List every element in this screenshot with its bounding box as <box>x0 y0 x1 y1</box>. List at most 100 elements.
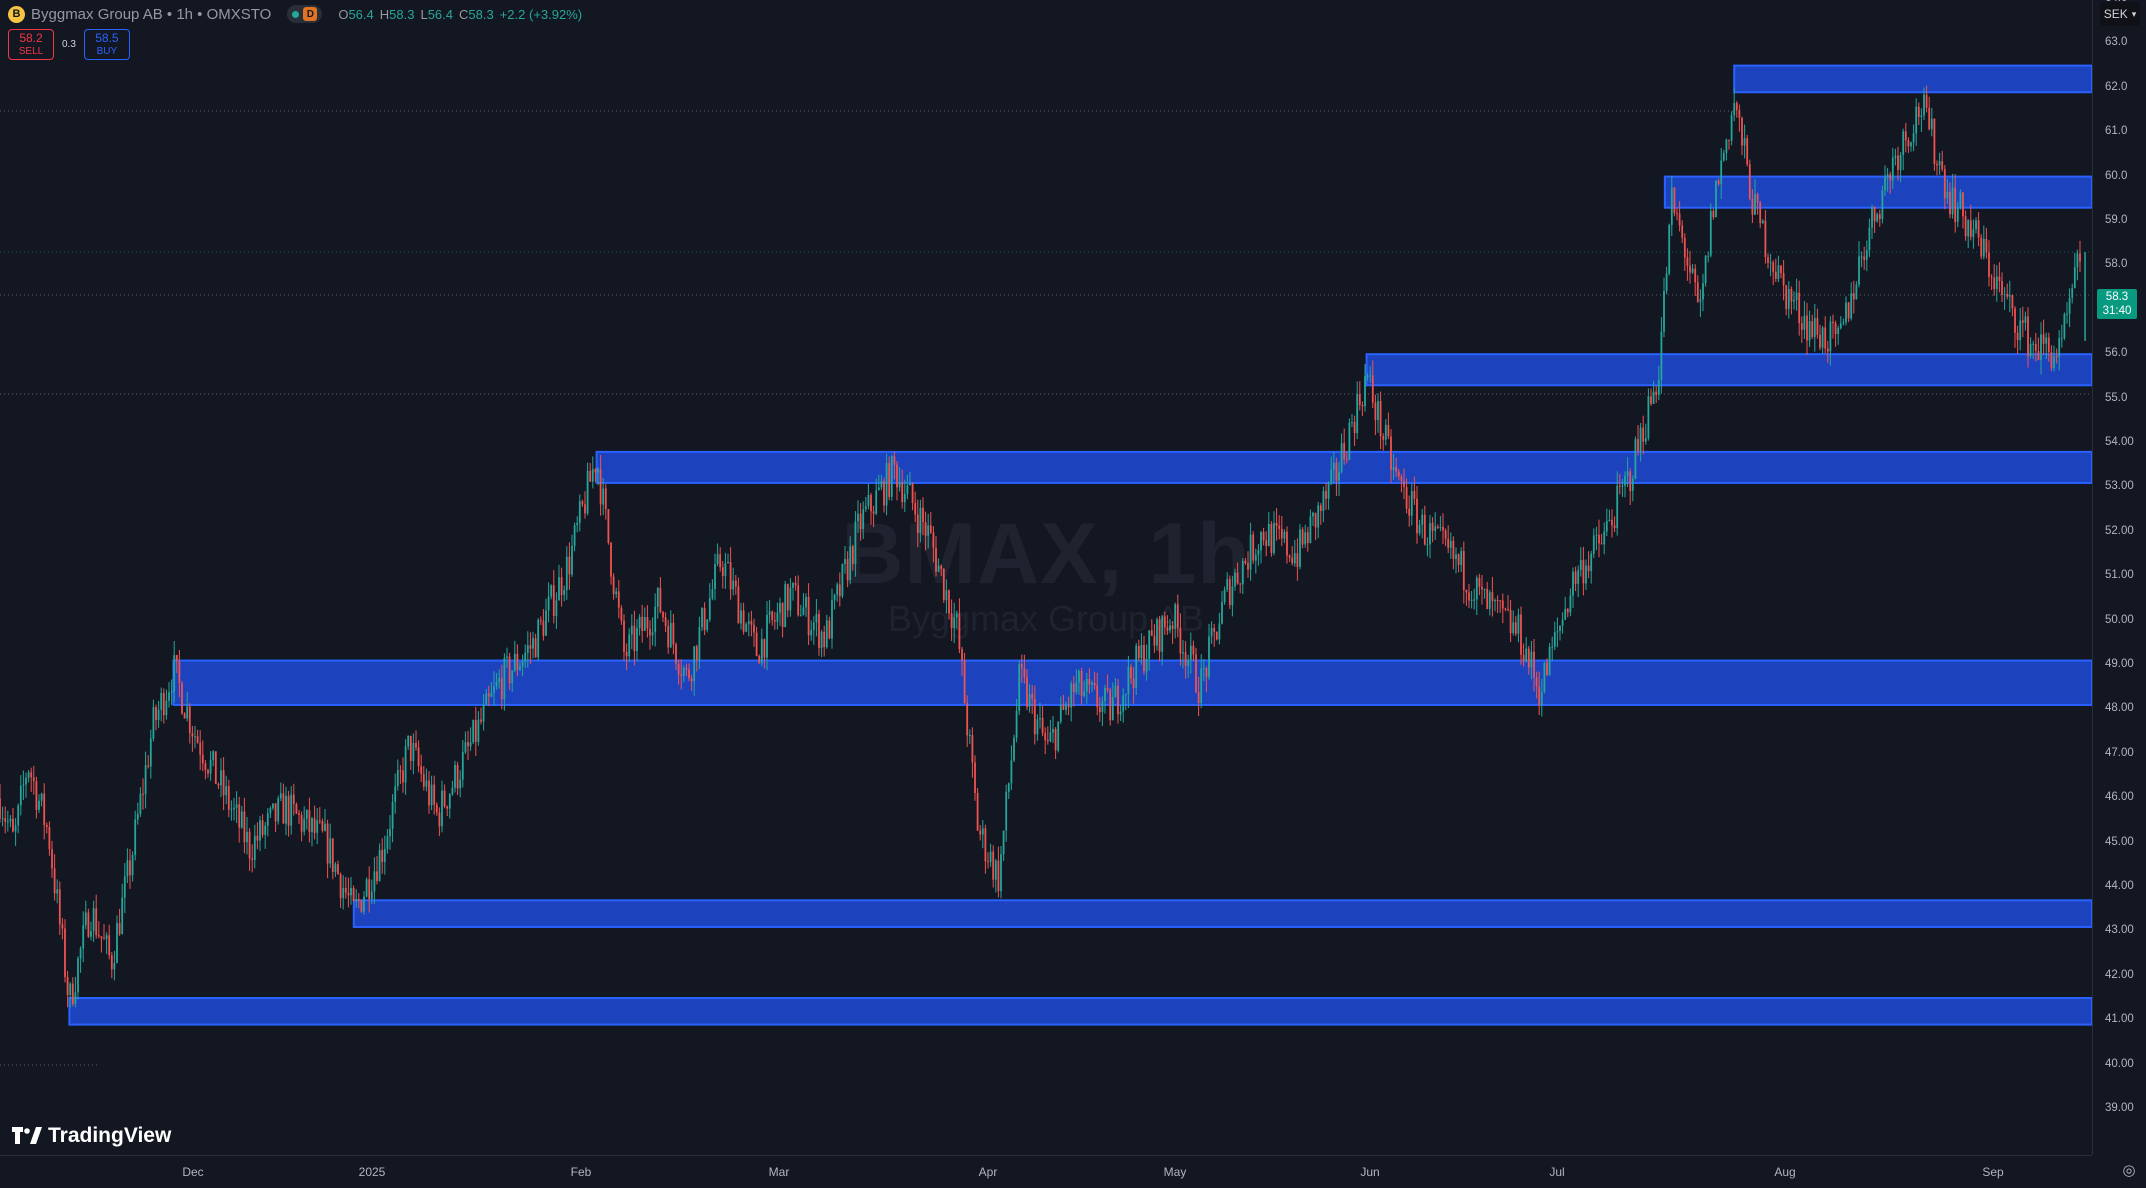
candle-body <box>828 620 831 639</box>
candle-body <box>1195 654 1197 693</box>
high-value: 58.3 <box>389 6 415 22</box>
candle-body <box>35 781 38 810</box>
candle-body <box>727 562 729 564</box>
candle-body <box>1052 729 1054 733</box>
candle-body <box>1733 102 1736 116</box>
candle-body <box>755 632 758 656</box>
candle-body <box>1080 671 1083 696</box>
candle-body <box>357 899 360 901</box>
candle-body <box>264 825 267 835</box>
candle-body <box>940 565 943 569</box>
candle-body <box>1717 180 1720 184</box>
symbol-title[interactable]: Byggmax Group AB • 1h • OMXSTO <box>31 5 272 23</box>
candle-body <box>1400 476 1403 481</box>
candlestick-chart[interactable] <box>0 0 2092 1155</box>
candle-body <box>1257 550 1260 555</box>
candle-body <box>997 860 1000 892</box>
candle-body <box>1517 614 1520 634</box>
candle-body <box>2058 338 2061 357</box>
candle-body <box>383 848 386 862</box>
candle-body <box>690 678 693 682</box>
candle-body <box>581 501 584 505</box>
candle-body <box>711 589 714 599</box>
candle-body <box>1800 323 1803 330</box>
candle-body <box>1681 225 1684 238</box>
price-tick: 55.0 <box>2105 391 2128 404</box>
candle-body <box>1964 216 1967 237</box>
candle-body <box>1910 142 1912 147</box>
candle-body <box>1715 180 1717 218</box>
candle-body <box>1504 608 1507 610</box>
candle-body <box>812 622 815 630</box>
candle-body <box>1793 300 1795 302</box>
candle-body <box>893 456 896 465</box>
candle-body <box>1548 646 1551 676</box>
candle-body <box>272 803 274 809</box>
candle-body <box>82 925 85 949</box>
candle-body <box>1036 719 1039 735</box>
candle-body <box>1881 190 1884 219</box>
candle-body <box>175 655 178 662</box>
candle-body <box>1208 636 1210 677</box>
buy-button[interactable]: 58.5 BUY <box>83 29 130 60</box>
candle-body <box>1335 462 1338 481</box>
candle-body <box>251 858 254 861</box>
price-axis[interactable]: 39.00 40.00 41.00 42.00 43.00 44.00 45.00 46.00… <box>2092 0 2146 1155</box>
zone-6 <box>68 997 2092 1026</box>
candle-body <box>287 795 290 826</box>
candle-body <box>259 820 261 841</box>
candle-body <box>1005 791 1008 831</box>
candle-body <box>516 653 519 670</box>
symbol-legend[interactable]: B Byggmax Group AB • 1h • OMXSTO D O56.4… <box>8 4 582 24</box>
candle-body <box>701 608 703 628</box>
candle-body <box>1598 534 1600 544</box>
candle-body <box>919 507 922 534</box>
sell-button[interactable]: 58.2 SELL <box>8 29 54 60</box>
candle-body <box>1085 678 1088 692</box>
candle-body <box>1039 717 1041 720</box>
candle-body <box>597 469 599 473</box>
candle-body <box>160 693 163 710</box>
candle-body <box>391 801 394 829</box>
currency-selector[interactable]: SEK ▾ <box>2100 2 2140 26</box>
candle-body <box>420 766 423 774</box>
candle-body <box>2008 295 2011 297</box>
candle-body <box>1332 462 1335 470</box>
candle-body <box>2006 294 2009 297</box>
candle-body <box>903 493 906 503</box>
candle-body <box>963 660 966 704</box>
candle-body <box>841 564 844 597</box>
candle-body <box>1889 174 1892 181</box>
candle-body <box>1694 268 1697 283</box>
candle-body <box>1899 154 1902 170</box>
candle-body <box>129 860 131 876</box>
candle-body <box>1785 285 1788 309</box>
candle-body <box>1020 664 1023 669</box>
candle-body <box>857 513 859 522</box>
candle-body <box>454 764 456 788</box>
axis-settings-icon[interactable]: ◎ <box>2122 1162 2136 1179</box>
market-status-pill[interactable]: D <box>287 5 323 23</box>
candle-body <box>469 742 472 747</box>
candle-body <box>1221 602 1223 624</box>
candle-body <box>1686 257 1689 266</box>
candle-body <box>1676 213 1678 215</box>
candle-body <box>1127 666 1130 694</box>
candle-body <box>1254 554 1257 561</box>
candle-body <box>1595 534 1598 536</box>
candle-body <box>295 804 298 814</box>
candle-body <box>1270 523 1273 554</box>
candle-body <box>1059 704 1062 722</box>
candle-body <box>27 772 30 778</box>
tradingview-logo[interactable]: TradingView <box>12 1124 171 1148</box>
candle-body <box>1364 376 1366 407</box>
candle-body <box>225 786 228 796</box>
chart-plot-area[interactable]: BMAX, 1h Byggmax Group AB <box>0 0 2092 1155</box>
candle-body <box>542 620 545 636</box>
candle-body <box>1660 331 1663 380</box>
zone-2 <box>1365 353 2092 387</box>
candle-body <box>58 889 61 925</box>
time-axis[interactable]: Dec 2025 Feb Mar Apr May Jun Jul Aug Sep <box>0 1155 2092 1188</box>
candle-body <box>552 585 555 616</box>
price-tick: 52.00 <box>2105 524 2134 537</box>
